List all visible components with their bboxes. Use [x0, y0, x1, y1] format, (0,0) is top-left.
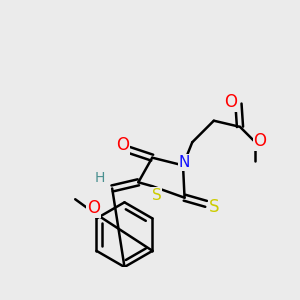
Text: O: O — [224, 93, 237, 111]
Text: H: H — [95, 171, 105, 185]
Text: O: O — [116, 136, 130, 154]
Text: O: O — [254, 132, 266, 150]
Text: S: S — [208, 198, 219, 216]
Text: N: N — [179, 155, 190, 170]
Text: O: O — [87, 200, 100, 217]
Text: S: S — [152, 188, 162, 203]
